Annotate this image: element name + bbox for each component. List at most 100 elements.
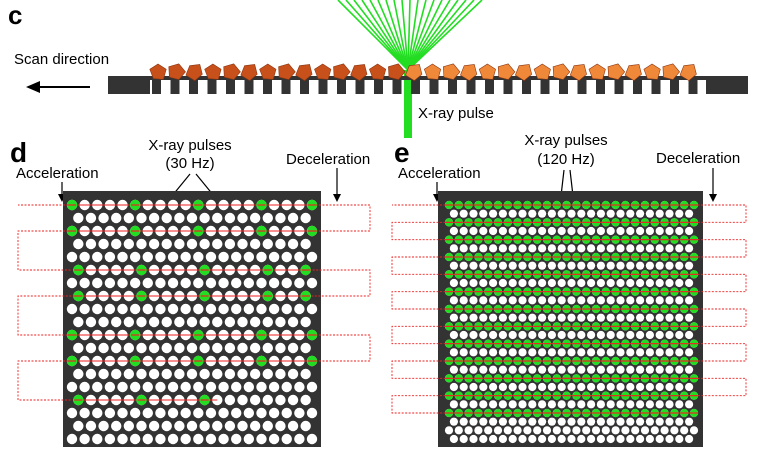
sample-hole xyxy=(493,426,503,435)
sample-hole xyxy=(606,244,615,253)
sample-hole xyxy=(449,434,458,444)
sample-hole xyxy=(459,278,468,288)
sample-hole xyxy=(596,382,606,392)
sample-hole xyxy=(547,244,557,253)
sample-hole xyxy=(256,277,267,289)
sample-hole xyxy=(92,407,103,419)
sample-hole xyxy=(665,226,674,236)
sample-hole xyxy=(249,238,261,250)
crystal xyxy=(333,63,351,80)
sample-hole xyxy=(111,238,122,250)
sample-hole xyxy=(518,313,527,322)
sample-hole xyxy=(591,426,601,435)
sample-hole xyxy=(518,278,527,288)
sample-hole xyxy=(469,365,478,374)
sample-hole xyxy=(665,244,674,253)
sample-hole xyxy=(174,212,185,224)
sample-hole xyxy=(111,212,122,224)
sample-hole xyxy=(582,426,591,435)
sample-hole xyxy=(199,420,210,432)
sample-hole xyxy=(161,238,172,250)
sample-hole xyxy=(142,433,153,445)
sample-hole xyxy=(498,382,507,392)
sample-hole xyxy=(547,261,557,270)
sample-hole xyxy=(300,238,311,250)
sample-hole xyxy=(224,212,236,224)
sample-hole xyxy=(148,212,160,224)
sample-hole xyxy=(655,226,664,236)
chip-tooth xyxy=(281,80,291,94)
sample-hole xyxy=(636,365,645,374)
sample-hole xyxy=(518,434,527,444)
sample-hole xyxy=(459,348,468,357)
sample-hole xyxy=(148,238,160,250)
sample-hole xyxy=(199,368,210,380)
sample-hole xyxy=(98,368,109,380)
sample-hole xyxy=(79,303,90,315)
sample-hole xyxy=(479,348,488,357)
sample-hole xyxy=(616,348,625,357)
sample-hole xyxy=(547,278,557,288)
sample-hole xyxy=(464,426,473,435)
sample-hole xyxy=(498,434,507,444)
turnaround-loop xyxy=(305,269,371,297)
sample-hole xyxy=(528,400,537,409)
sample-hole xyxy=(538,244,547,253)
sample-hole xyxy=(294,303,305,315)
sample-hole xyxy=(449,365,458,374)
sample-hole xyxy=(294,251,305,263)
sample-hole xyxy=(281,277,292,289)
sample-hole xyxy=(587,278,596,288)
sample-hole xyxy=(186,342,198,354)
sample-hole xyxy=(665,382,674,392)
sample-hole xyxy=(640,426,650,435)
sample-hole xyxy=(547,209,557,218)
sample-hole xyxy=(538,382,547,392)
sample-hole xyxy=(212,420,223,432)
sample-hole xyxy=(596,417,606,426)
turnaround-loop xyxy=(694,377,747,397)
sample-hole xyxy=(645,434,655,444)
sample-hole xyxy=(237,368,248,380)
crystal xyxy=(514,64,533,81)
sample-hole xyxy=(587,365,596,374)
sample-hole xyxy=(449,313,458,322)
sample-hole xyxy=(508,209,517,218)
sample-hole xyxy=(655,434,664,444)
sample-hole xyxy=(469,382,478,392)
sample-hole xyxy=(294,433,305,445)
sample-hole xyxy=(557,209,566,218)
sample-hole xyxy=(508,417,517,426)
sample-hole xyxy=(479,261,488,270)
sample-hole xyxy=(508,278,517,288)
sample-hole xyxy=(262,342,273,354)
sample-hole xyxy=(224,238,236,250)
sample-hole xyxy=(665,330,674,340)
sample-hole xyxy=(587,330,596,340)
sample-hole xyxy=(587,348,596,357)
sample-hole xyxy=(142,381,153,393)
sample-hole xyxy=(655,330,664,340)
sample-hole xyxy=(498,348,507,357)
sample-hole xyxy=(675,348,684,357)
sample-hole xyxy=(645,417,655,426)
sample-hole xyxy=(518,400,527,409)
sample-hole xyxy=(508,400,517,409)
sample-hole xyxy=(449,209,458,218)
chip-tooth xyxy=(540,80,550,94)
sample-hole xyxy=(66,303,78,315)
crystal xyxy=(149,63,167,80)
crystal xyxy=(624,64,642,81)
sample-hole xyxy=(449,296,458,305)
sample-hole xyxy=(294,407,305,419)
sample-hole xyxy=(454,426,463,435)
sample-hole xyxy=(66,407,78,419)
sample-hole xyxy=(199,342,210,354)
sample-hole xyxy=(626,417,635,426)
sample-hole xyxy=(129,433,141,445)
sample-hole xyxy=(231,277,242,289)
beam-ray xyxy=(377,0,409,71)
panel-d-pulses-rate: (30 Hz) xyxy=(165,155,214,172)
sample-hole xyxy=(587,313,596,322)
sample-hole xyxy=(306,251,318,263)
